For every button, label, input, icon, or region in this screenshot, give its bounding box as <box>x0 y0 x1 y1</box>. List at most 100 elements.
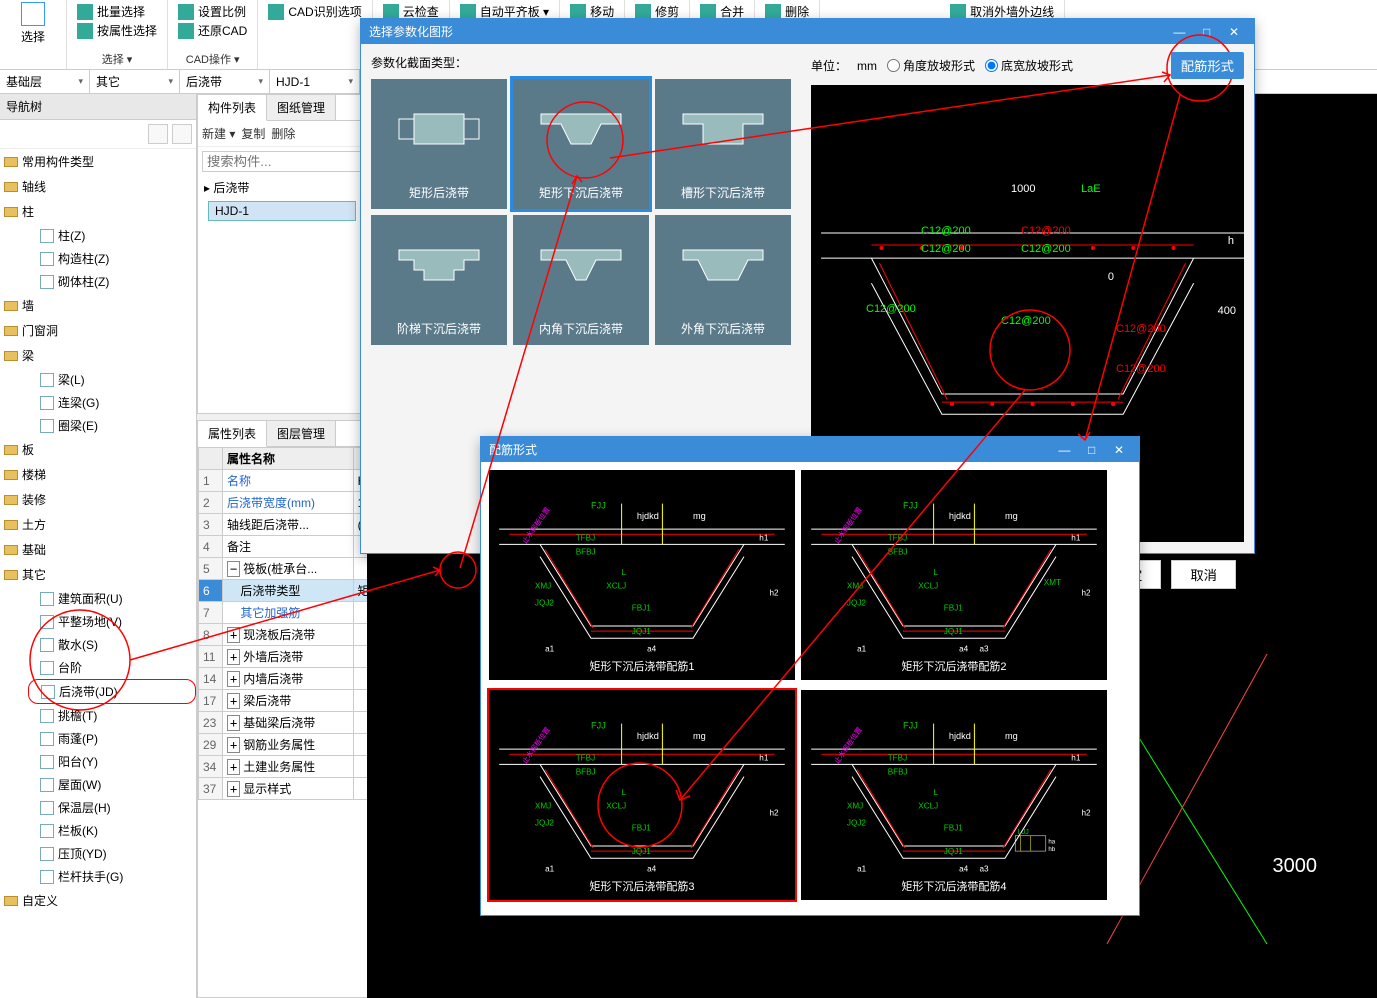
thumb-1[interactable]: 矩形下沉后浇带 <box>513 79 649 209</box>
modal1-close[interactable]: ✕ <box>1222 25 1246 39</box>
tree-taijie[interactable]: 台阶 <box>28 656 196 679</box>
svg-text:JQJ2: JQJ2 <box>535 819 555 828</box>
tree-yading[interactable]: 压顶(YD) <box>28 842 196 865</box>
radio-angle[interactable]: 角度放坡形式 <box>887 57 975 74</box>
tree-area[interactable]: 建筑面积(U) <box>28 587 196 610</box>
tree-beam-ll[interactable]: 连梁(G) <box>28 391 196 414</box>
tree-col-qtz[interactable]: 砌体柱(Z) <box>28 270 196 293</box>
modal1-title: 选择参数化图形 <box>369 23 453 40</box>
svg-text:h1: h1 <box>759 753 769 762</box>
thumb-5[interactable]: 外角下沉后浇带 <box>655 215 791 345</box>
tree-wall[interactable]: 墙 <box>0 293 196 318</box>
tree-col-z[interactable]: 柱(Z) <box>28 224 196 247</box>
tree-axis[interactable]: 轴线 <box>0 174 196 199</box>
svg-text:FBJ1: FBJ1 <box>632 824 652 833</box>
nav-view-list[interactable] <box>148 124 168 144</box>
select-group-label[interactable]: 选择 ▾ <box>75 51 159 67</box>
tree-column[interactable]: 柱 <box>0 199 196 224</box>
modal2-min[interactable]: — <box>1052 443 1076 457</box>
set-scale[interactable]: 设置比例 <box>176 2 249 21</box>
modal2-max[interactable]: □ <box>1080 443 1104 457</box>
modal2-close[interactable]: ✕ <box>1107 443 1131 457</box>
svg-text:XCLJ: XCLJ <box>918 581 938 590</box>
svg-text:hb: hb <box>1048 846 1055 853</box>
svg-text:止水钢板位置: 止水钢板位置 <box>832 505 864 545</box>
svg-text:TFBJ: TFBJ <box>888 753 907 762</box>
comp-item-hjd1[interactable]: HJD-1 <box>208 201 356 221</box>
name-combo[interactable]: HJD-1▾ <box>270 70 360 93</box>
tree-decor[interactable]: 装修 <box>0 487 196 512</box>
tree-found[interactable]: 基础 <box>0 537 196 562</box>
tree-slab[interactable]: 板 <box>0 437 196 462</box>
modal1-max[interactable]: □ <box>1195 25 1219 39</box>
svg-text:FBJ1: FBJ1 <box>944 604 964 613</box>
svg-text:JQJ2: JQJ2 <box>847 819 867 828</box>
tree-wumian[interactable]: 屋面(W) <box>28 773 196 796</box>
thumb-4[interactable]: 内角下沉后浇带 <box>513 215 649 345</box>
batch-select[interactable]: 批量选择 <box>75 2 159 21</box>
comp-root[interactable]: ▸ 后浇带 <box>198 176 366 199</box>
tree-tiaoyan[interactable]: 挑檐(T) <box>28 704 196 727</box>
type-combo[interactable]: 后浇带▾ <box>180 70 270 93</box>
modal1-titlebar[interactable]: 选择参数化图形 — □ ✕ <box>361 19 1254 44</box>
tree-opening[interactable]: 门窗洞 <box>0 318 196 343</box>
svg-text:BFBJ: BFBJ <box>576 548 596 557</box>
attr-select[interactable]: 按属性选择 <box>75 21 159 40</box>
tree-sanshui[interactable]: 散水(S) <box>28 633 196 656</box>
modal2-titlebar[interactable]: 配筋形式 — □ ✕ <box>481 437 1139 462</box>
btn-peijin[interactable]: 配筋形式 <box>1171 52 1244 79</box>
svg-text:JQJ1: JQJ1 <box>632 847 652 856</box>
tab-complist[interactable]: 构件列表 <box>198 95 267 121</box>
radio-width[interactable]: 底宽放坡形式 <box>985 57 1073 74</box>
svg-text:a4: a4 <box>647 865 657 874</box>
comp-copy[interactable]: 复制 <box>241 125 265 142</box>
thumb-3[interactable]: 阶梯下沉后浇带 <box>371 215 507 345</box>
tree-yupeng[interactable]: 雨蓬(P) <box>28 727 196 750</box>
svg-text:h1: h1 <box>759 533 769 542</box>
modal1-cancel[interactable]: 取消 <box>1171 560 1236 589</box>
svg-text:a1: a1 <box>545 865 555 874</box>
tree-yangtai[interactable]: 阳台(Y) <box>28 750 196 773</box>
tree-custom[interactable]: 自定义 <box>0 888 196 913</box>
thumb-0[interactable]: 矩形后浇带 <box>371 79 507 209</box>
modal1-min[interactable]: — <box>1167 25 1191 39</box>
rebar-thumb-3[interactable]: LJJhahba3FJJhjdkdmgTFBJBFBJh1h2JQJ2FBJ1J… <box>801 690 1107 900</box>
prop-col-name: 属性名称 <box>223 448 354 470</box>
tab-proplist[interactable]: 属性列表 <box>198 421 267 447</box>
cad-ops-label[interactable]: CAD操作 ▾ <box>176 51 249 67</box>
tree-beam[interactable]: 梁 <box>0 343 196 368</box>
tab-drawings[interactable]: 图纸管理 <box>267 95 336 120</box>
comp-new[interactable]: 新建 ▾ <box>202 125 235 142</box>
select-tool[interactable]: 选择 <box>8 2 58 45</box>
tree-stair[interactable]: 楼梯 <box>0 462 196 487</box>
tree-common[interactable]: 常用构件类型 <box>0 149 196 174</box>
tree-hjd[interactable]: 后浇带(JD) <box>28 679 196 704</box>
tree-beam-ql[interactable]: 圈梁(E) <box>28 414 196 437</box>
nav-view-grid[interactable] <box>172 124 192 144</box>
rebar-thumb-1[interactable]: XMTa3FJJhjdkdmgTFBJBFBJh1h2JQJ2FBJ1JQJ1a… <box>801 470 1107 680</box>
thumb-2[interactable]: 槽形下沉后浇带 <box>655 79 791 209</box>
rebar-thumb-2[interactable]: FJJhjdkdmgTFBJBFBJh1h2JQJ2FBJ1JQJ1a1a4LX… <box>489 690 795 900</box>
pv-h: h <box>1228 235 1234 247</box>
tree-langan[interactable]: 栏杆扶手(G) <box>28 865 196 888</box>
comp-search[interactable] <box>202 151 362 172</box>
tree-col-gzz[interactable]: 构造柱(Z) <box>28 247 196 270</box>
cad-id-opts[interactable]: CAD识别选项 <box>266 2 363 21</box>
rebar-thumb-0[interactable]: FJJhjdkdmgTFBJBFBJh1h2JQJ2FBJ1JQJ1a1a4LX… <box>489 470 795 680</box>
tree-other[interactable]: 其它 <box>0 562 196 587</box>
svg-text:XCLJ: XCLJ <box>606 801 626 810</box>
unit-label: 单位： <box>811 57 847 74</box>
tree-lanban[interactable]: 栏板(K) <box>28 819 196 842</box>
tree-flat[interactable]: 平整场地(V) <box>28 610 196 633</box>
svg-text:JQJ2: JQJ2 <box>535 599 555 608</box>
category-combo[interactable]: 其它▾ <box>90 70 180 93</box>
comp-delete[interactable]: 删除 <box>271 125 295 142</box>
tree-earth[interactable]: 土方 <box>0 512 196 537</box>
restore-cad[interactable]: 还原CAD <box>176 21 249 40</box>
svg-text:a3: a3 <box>980 645 990 654</box>
floor-combo[interactable]: 基础层▾ <box>0 70 90 93</box>
tab-layers[interactable]: 图层管理 <box>267 421 336 446</box>
tree-beam-l[interactable]: 梁(L) <box>28 368 196 391</box>
pv-0: 0 <box>1108 271 1114 283</box>
tree-baowen[interactable]: 保温层(H) <box>28 796 196 819</box>
